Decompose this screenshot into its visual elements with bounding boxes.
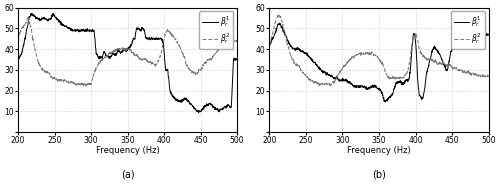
$\beta^1_r$ (112, 53, 118, 55)
$\beta^2_r$ (289, 58, 295, 60)
$\beta^2_r$ (38, 66, 44, 68)
$\beta^1_r$ (186, 101, 192, 103)
$\beta^1_r$ (15, 57, 21, 59)
Text: (b): (b) (372, 169, 386, 179)
$\beta^1_r$ (196, 111, 202, 114)
$\beta^1_r$ (289, 47, 295, 49)
Line: $\beta^2_r$: $\beta^2_r$ (18, 18, 237, 86)
$\beta^2_r$ (234, 40, 240, 42)
$\beta^2_r$ (190, 71, 196, 73)
$\beta^1_r$ (438, 56, 444, 58)
$\beta^2_r$ (316, 85, 322, 87)
$\beta^1_r$ (29, 12, 35, 14)
Line: $\beta^2_r$: $\beta^2_r$ (270, 15, 488, 86)
$\beta^2_r$ (418, 52, 424, 54)
$\beta^1_r$ (166, 77, 172, 80)
$\beta^2_r$ (104, 55, 110, 57)
Text: (a): (a) (121, 169, 134, 179)
$\beta^1_r$ (442, 63, 448, 66)
$\beta^2_r$ (356, 52, 362, 55)
$\beta^2_r$ (25, 17, 31, 19)
$\beta^2_r$ (486, 74, 492, 77)
$\beta^1_r$ (266, 44, 272, 46)
$\beta^2_r$ (112, 49, 118, 51)
$\beta^1_r$ (363, 88, 369, 90)
$\beta^1_r$ (234, 59, 240, 61)
$\beta^1_r$ (104, 56, 110, 58)
$\beta^2_r$ (166, 31, 172, 33)
$\beta^2_r$ (442, 64, 448, 66)
$\beta^2_r$ (186, 68, 192, 71)
$\beta^2_r$ (276, 14, 282, 16)
$\beta^1_r$ (38, 19, 44, 22)
$\beta^2_r$ (364, 52, 370, 55)
Line: $\beta^1_r$: $\beta^1_r$ (270, 23, 488, 102)
$\beta^2_r$ (438, 63, 444, 65)
$\beta^1_r$ (190, 106, 196, 108)
$\beta^2_r$ (83, 85, 89, 87)
$\beta^1_r$ (418, 95, 424, 98)
$\beta^2_r$ (15, 38, 21, 40)
$\beta^1_r$ (356, 85, 362, 87)
$\beta^1_r$ (382, 101, 388, 103)
Legend: $\beta^1_r$, $\beta^2_r$: $\beta^1_r$, $\beta^2_r$ (199, 11, 234, 49)
$\beta^2_r$ (266, 41, 272, 43)
Line: $\beta^1_r$: $\beta^1_r$ (18, 13, 237, 112)
$\beta^1_r$ (276, 22, 282, 24)
X-axis label: Frequency (Hz): Frequency (Hz) (96, 146, 160, 155)
X-axis label: Frequency (Hz): Frequency (Hz) (347, 146, 411, 155)
$\beta^1_r$ (486, 33, 492, 35)
Legend: $\beta^1_r$, $\beta^2_r$: $\beta^1_r$, $\beta^2_r$ (450, 11, 484, 49)
